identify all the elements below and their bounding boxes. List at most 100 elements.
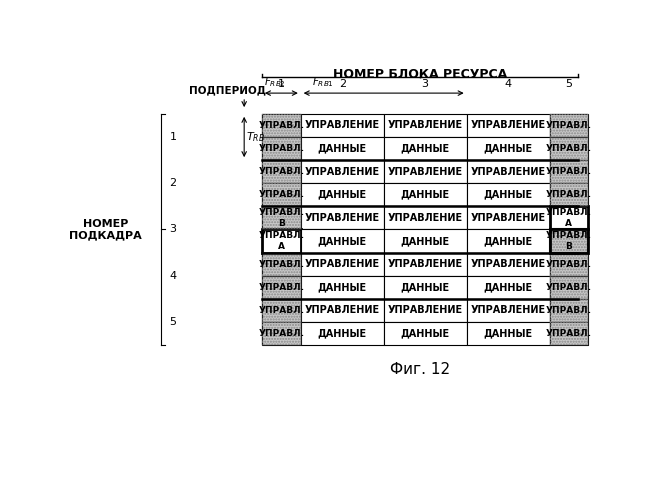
Text: УПРАВЛ.: УПРАВЛ. — [546, 282, 592, 292]
Bar — [262, 298, 301, 322]
Bar — [262, 137, 301, 160]
Text: 4: 4 — [505, 79, 512, 89]
Text: $F_{RB2}$: $F_{RB2}$ — [263, 76, 285, 90]
Bar — [549, 322, 588, 345]
Bar — [301, 114, 384, 137]
Text: УПРАВЛЕНИЕ: УПРАВЛЕНИЕ — [470, 120, 545, 130]
Bar — [549, 114, 588, 137]
Text: УПРАВЛ.: УПРАВЛ. — [546, 306, 592, 315]
Text: ДАННЫЕ: ДАННЫЕ — [401, 328, 450, 338]
Bar — [301, 160, 384, 183]
Bar — [262, 160, 301, 183]
Text: $T_{RB}$: $T_{RB}$ — [247, 130, 265, 144]
Text: УПРАВЛЕНИЕ: УПРАВЛЕНИЕ — [305, 305, 380, 316]
Text: ДАННЫЕ: ДАННЫЕ — [318, 144, 366, 154]
Bar — [466, 298, 549, 322]
Text: ДАННЫЕ: ДАННЫЕ — [318, 328, 366, 338]
Text: ДАННЫЕ: ДАННЫЕ — [401, 190, 450, 200]
Text: УПРАВЛЕНИЕ: УПРАВЛЕНИЕ — [305, 259, 380, 269]
Bar — [549, 252, 588, 276]
Text: УПРАВЛЕНИЕ: УПРАВЛЕНИЕ — [470, 166, 545, 176]
Bar — [262, 298, 301, 322]
Text: УПРАВЛЕНИЕ: УПРАВЛЕНИЕ — [387, 305, 463, 316]
Bar — [549, 230, 588, 252]
Bar — [384, 298, 466, 322]
Bar — [549, 183, 588, 206]
Text: 2: 2 — [170, 178, 176, 188]
Text: УПРАВЛЕНИЕ: УПРАВЛЕНИЕ — [470, 305, 545, 316]
Bar — [262, 322, 301, 345]
Text: 2: 2 — [338, 79, 346, 89]
Text: 1: 1 — [278, 79, 285, 89]
Bar — [384, 230, 466, 252]
Text: УПРАВЛ.: УПРАВЛ. — [546, 144, 592, 153]
Text: ДАННЫЕ: ДАННЫЕ — [484, 282, 533, 292]
Text: УПРАВЛ.
В: УПРАВЛ. В — [546, 231, 592, 250]
Bar — [384, 322, 466, 345]
Bar — [549, 298, 588, 322]
Bar — [262, 183, 301, 206]
Bar — [549, 206, 588, 230]
Text: ПОДПЕРИОД: ПОДПЕРИОД — [189, 86, 265, 96]
Text: УПРАВЛЕНИЕ: УПРАВЛЕНИЕ — [470, 259, 545, 269]
Bar — [262, 276, 301, 298]
Text: УПРАВЛЕНИЕ: УПРАВЛЕНИЕ — [305, 213, 380, 223]
Text: УПРАВЛ.
А: УПРАВЛ. А — [546, 208, 592, 228]
Text: 5: 5 — [170, 317, 176, 327]
Text: 4: 4 — [170, 270, 176, 280]
Bar — [466, 114, 549, 137]
Text: 5: 5 — [565, 79, 572, 89]
Text: Фиг. 12: Фиг. 12 — [390, 362, 450, 377]
Text: УПРАВЛЕНИЕ: УПРАВЛЕНИЕ — [387, 213, 463, 223]
Bar — [549, 137, 588, 160]
Bar — [301, 183, 384, 206]
Bar — [466, 137, 549, 160]
Bar — [262, 206, 301, 230]
Text: ДАННЫЕ: ДАННЫЕ — [401, 236, 450, 246]
Text: ДАННЫЕ: ДАННЫЕ — [401, 144, 450, 154]
Text: УПРАВЛ.
А: УПРАВЛ. А — [259, 231, 304, 250]
Bar — [262, 114, 301, 137]
Text: УПРАВЛ.: УПРАВЛ. — [546, 190, 592, 199]
Text: УПРАВЛ.: УПРАВЛ. — [259, 190, 304, 199]
Bar — [301, 252, 384, 276]
Bar — [466, 206, 549, 230]
Bar — [301, 230, 384, 252]
Bar — [262, 160, 301, 183]
Bar — [301, 137, 384, 160]
Text: УПРАВЛЕНИЕ: УПРАВЛЕНИЕ — [387, 259, 463, 269]
Text: УПРАВЛ.: УПРАВЛ. — [259, 260, 304, 268]
Bar — [262, 230, 301, 252]
Bar — [549, 160, 588, 183]
Bar — [549, 276, 588, 298]
Bar — [549, 160, 588, 183]
Text: УПРАВЛ.: УПРАВЛ. — [259, 306, 304, 315]
Text: НОМЕР
ПОДКАДРА: НОМЕР ПОДКАДРА — [69, 218, 142, 240]
Text: 3: 3 — [421, 79, 429, 89]
Bar — [466, 160, 549, 183]
Bar — [549, 114, 588, 137]
Text: УПРАВЛ.: УПРАВЛ. — [259, 121, 304, 130]
Text: ДАННЫЕ: ДАННЫЕ — [318, 236, 366, 246]
Text: УПРАВЛЕНИЕ: УПРАВЛЕНИЕ — [305, 120, 380, 130]
Bar — [549, 230, 588, 252]
Text: УПРАВЛ.: УПРАВЛ. — [259, 329, 304, 338]
Text: УПРАВЛ.: УПРАВЛ. — [546, 167, 592, 176]
Bar — [384, 276, 466, 298]
Text: УПРАВЛ.: УПРАВЛ. — [546, 121, 592, 130]
Text: 3: 3 — [170, 224, 176, 234]
Text: ДАННЫЕ: ДАННЫЕ — [401, 282, 450, 292]
Bar — [466, 230, 549, 252]
Bar — [262, 137, 301, 160]
Text: УПРАВЛ.: УПРАВЛ. — [259, 282, 304, 292]
Text: УПРАВЛЕНИЕ: УПРАВЛЕНИЕ — [387, 120, 463, 130]
Bar — [301, 298, 384, 322]
Text: ДАННЫЕ: ДАННЫЕ — [484, 236, 533, 246]
Bar — [384, 137, 466, 160]
Text: УПРАВЛ.: УПРАВЛ. — [546, 260, 592, 268]
Bar — [549, 276, 588, 298]
Bar — [301, 276, 384, 298]
Text: УПРАВЛ.: УПРАВЛ. — [259, 167, 304, 176]
Bar — [466, 252, 549, 276]
Bar — [466, 276, 549, 298]
